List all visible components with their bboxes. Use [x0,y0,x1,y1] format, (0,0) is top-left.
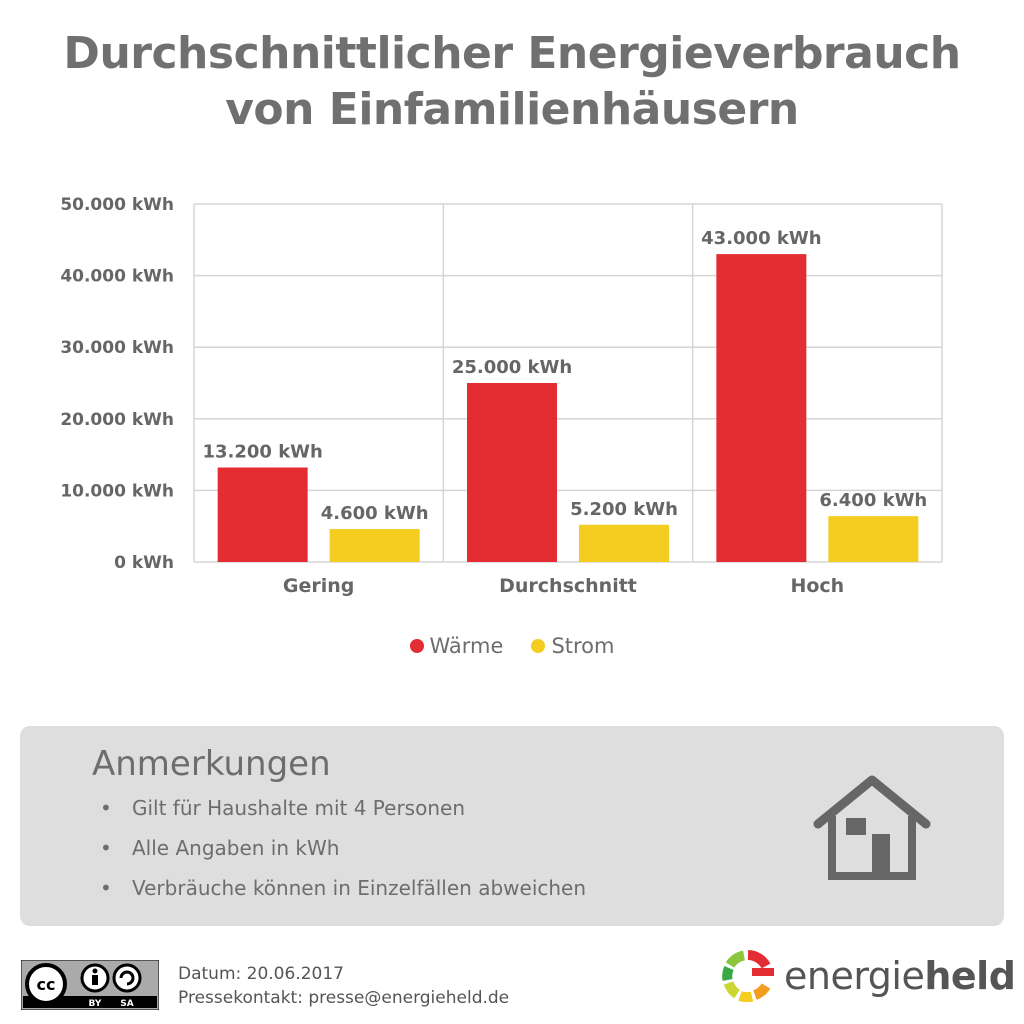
y-tick-label: 30.000 kWh [60,338,174,358]
data-label: 4.600 kWh [321,503,429,524]
house-icon [813,775,931,880]
brand-logo: energieheld [722,950,1016,1002]
bar-chart: 0 kWh 10.000 kWh 20.000 kWh 30.000 kWh 40.00… [60,195,943,597]
legend-item-waerme: Wärme [409,634,504,658]
legend-swatch-waerme [409,639,424,653]
y-tick-label: 20.000 kWh [60,410,174,430]
brand-name-regular: energie [784,954,925,998]
bar-waerme [716,254,807,562]
cc-text: cc [37,975,56,994]
footer-date: Datum: 20.06.2017 [178,964,344,984]
brand-name-bold: held [924,954,1016,998]
notes-list: • Gilt für Haushalte mit 4 Personen • Al… [100,796,586,916]
y-tick-label: 50.000 kWh [60,195,174,215]
notes-title: Anmerkungen [92,744,331,784]
note-text: Verbräuche können in Einzelfällen abweic… [132,876,587,900]
title-line-2: von Einfamilienhäusern [225,84,799,135]
bullet: • [100,836,112,860]
x-tick-label: Gering [283,575,355,597]
legend-swatch-strom [531,639,546,653]
legend-item-strom: Strom [531,634,614,658]
energy-ring-icon [722,950,774,1002]
data-label: 25.000 kWh [452,357,572,378]
list-item: • Gilt für Haushalte mit 4 Personen [100,796,586,836]
cc-license-badge: cc BY SA [21,960,159,1010]
brand-name: energieheld [784,954,1016,998]
footer-info: Datum: 20.06.2017 Pressekontakt: presse@… [178,962,509,1010]
bar-strom [579,524,669,562]
y-tick-label: 40.000 kWh [60,267,174,287]
bullet: • [100,796,112,820]
bar-waerme [467,383,557,562]
list-item: • Alle Angaben in kWh [100,836,586,876]
note-text: Gilt für Haushalte mit 4 Personen [132,796,465,820]
note-text: Alle Angaben in kWh [132,836,340,860]
chart-title: Durchschnittlicher Energieverbrauch von … [0,26,1024,138]
cc-by-text: BY [89,999,102,1009]
legend-label-waerme: Wärme [429,634,504,658]
footer-contact: Pressekontakt: presse@energieheld.de [178,988,510,1008]
bar-strom [329,529,420,562]
data-label: 13.200 kWh [202,441,322,462]
data-label: 6.400 kWh [819,490,927,511]
x-tick-label: Hoch [790,575,844,597]
data-label: 5.200 kWh [570,499,678,520]
data-label: 43.000 kWh [701,228,821,249]
legend-label-strom: Strom [551,634,615,658]
chart-legend: Wärme Strom [0,634,1024,658]
bullet: • [100,876,112,900]
list-item: • Verbräuche können in Einzelfällen abwe… [100,876,586,916]
title-line-1: Durchschnittlicher Energieverbrauch [63,28,961,79]
y-tick-label: 10.000 kWh [60,481,174,501]
notes-panel: Anmerkungen • Gilt für Haushalte mit 4 P… [20,726,1004,926]
bar-strom [828,516,919,562]
x-tick-label: Durchschnitt [499,575,637,597]
bar-waerme [217,467,308,562]
y-tick-label: 0 kWh [114,553,174,573]
cc-sa-text: SA [120,999,133,1009]
